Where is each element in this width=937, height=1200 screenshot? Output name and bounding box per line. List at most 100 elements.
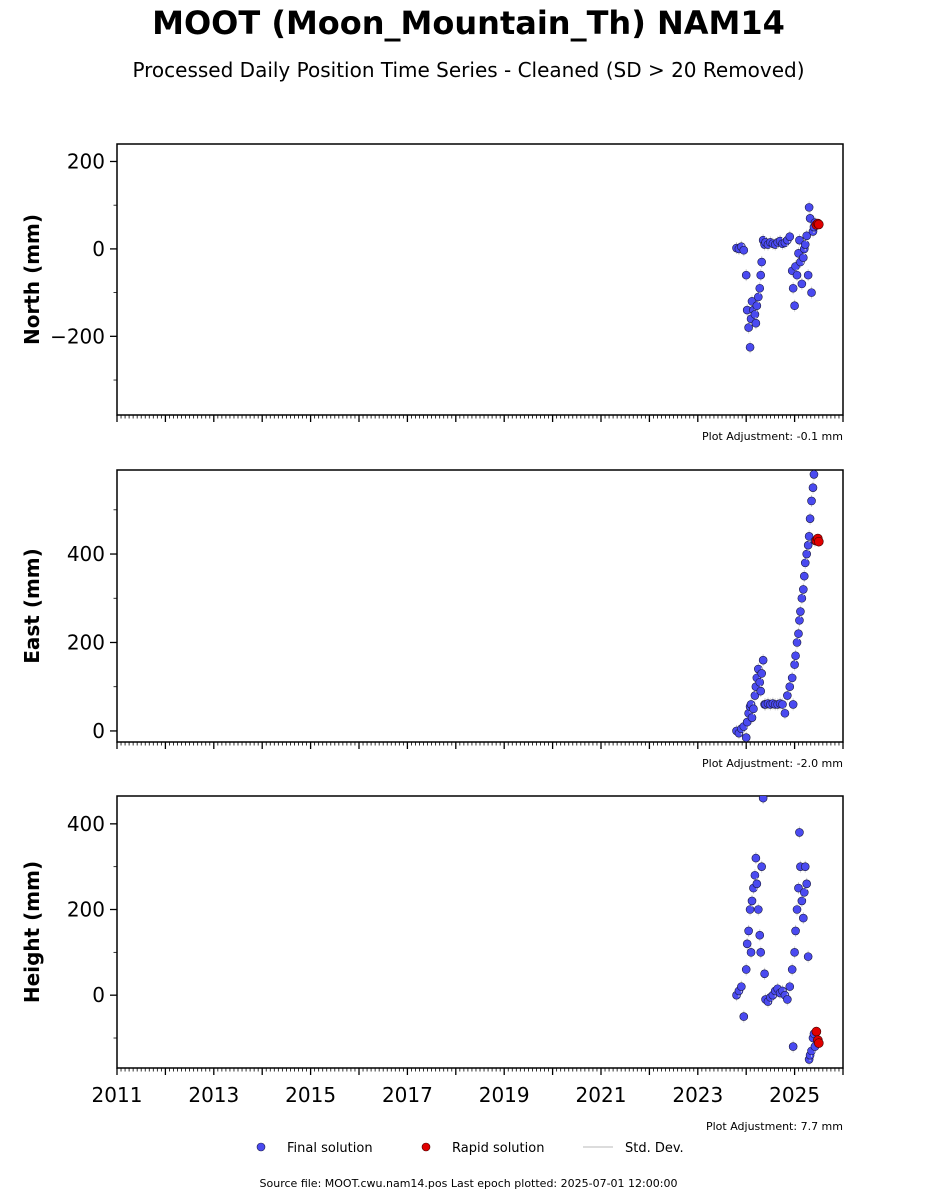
legend-label: Final solution (287, 1141, 373, 1156)
x-tick-label: 2021 (576, 1083, 627, 1107)
final-point (792, 905, 802, 914)
final-point (785, 682, 795, 692)
final-point (785, 232, 795, 241)
final-point (795, 828, 804, 837)
axes-frame (116, 795, 844, 1069)
final-point (803, 540, 813, 550)
final-point (800, 862, 810, 871)
final-point (741, 965, 751, 974)
final-point (741, 733, 751, 742)
x-tick-label: 2013 (188, 1083, 239, 1107)
chart-subtitle: Processed Daily Position Time Series - C… (132, 58, 805, 82)
final-point (794, 629, 803, 638)
final-point (756, 686, 766, 696)
rapid-point (813, 536, 824, 547)
x-tick-label: 2015 (285, 1083, 336, 1107)
legend: Final solution Rapid solution Std. Dev. (256, 1141, 684, 1156)
final-point (760, 969, 769, 979)
final-point (802, 879, 812, 889)
final-point (805, 514, 815, 523)
final-point (758, 655, 768, 665)
data-layer (732, 470, 824, 742)
final-point (803, 270, 813, 280)
plot-adjustment-label: Plot Adjustment: -2.0 mm (702, 757, 843, 770)
final-point (737, 982, 746, 991)
final-point (783, 691, 792, 700)
axes-frame (116, 143, 844, 416)
final-point (791, 926, 800, 936)
y-axis-label: North (mm) (20, 214, 44, 345)
source-footer: Source file: MOOT.cwu.nam14.pos Last epo… (259, 1177, 678, 1190)
final-point (739, 245, 749, 255)
final-point (750, 310, 760, 319)
final-point (799, 253, 808, 262)
y-tick-label: 0 (92, 237, 105, 261)
x-tick-label: 2019 (479, 1083, 530, 1107)
final-point (800, 240, 810, 249)
final-point (802, 549, 812, 559)
data-layer (732, 796, 824, 1066)
y-tick-label: 200 (67, 149, 105, 173)
final-point (790, 948, 799, 957)
final-point (790, 301, 799, 311)
y-tick-label: 0 (92, 983, 105, 1007)
final-point (780, 708, 790, 718)
final-point (788, 700, 798, 709)
final-point (741, 270, 751, 280)
final-point (792, 270, 802, 280)
final-point (755, 283, 765, 293)
final-point (795, 616, 804, 625)
final-point (758, 796, 768, 803)
y-tick-label: −200 (50, 324, 105, 348)
final-point (799, 585, 808, 594)
y-tick-label: 0 (92, 719, 105, 743)
final-point (747, 713, 757, 722)
final-point (783, 995, 792, 1004)
x-tick-label: 2025 (769, 1083, 820, 1107)
final-point (788, 283, 798, 293)
final-point (753, 292, 763, 302)
x-tick-label: 2011 (92, 1083, 143, 1107)
final-point (799, 913, 808, 923)
panel-3: 400 200 0 2011 2013 2015 2017 2019 2021 2023 2025 H… (20, 795, 844, 1133)
x-tick-label: 2017 (382, 1083, 433, 1107)
plot-adjustment-label: Plot Adjustment: 7.7 mm (706, 1120, 843, 1133)
legend-label: Rapid solution (452, 1141, 544, 1156)
final-point (794, 883, 803, 893)
y-tick-label: 400 (67, 812, 105, 836)
final-point (755, 677, 765, 687)
final-point (787, 965, 797, 974)
final-point (750, 691, 760, 700)
legend-rapid-marker (421, 1142, 431, 1152)
final-point (742, 939, 752, 949)
axes-frame (116, 469, 844, 743)
final-point (802, 231, 812, 241)
rapid-point (811, 1026, 822, 1037)
final-point (791, 651, 800, 661)
final-point (796, 607, 805, 616)
y-axis-label: East (mm) (20, 548, 44, 664)
y-tick-label: 200 (67, 898, 105, 922)
final-point (757, 862, 766, 871)
final-point (807, 496, 816, 506)
final-point (785, 982, 795, 991)
final-point (745, 342, 755, 352)
final-point (788, 1042, 798, 1051)
final-point (752, 879, 762, 889)
legend-final-marker (256, 1142, 266, 1152)
final-point (757, 669, 766, 678)
chart-title: MOOT (Moon_Mountain_Th) NAM14 (152, 4, 785, 42)
final-point (803, 952, 813, 961)
final-point (792, 638, 802, 647)
rapid-point (813, 1038, 824, 1048)
final-point (799, 571, 809, 581)
final-point (747, 896, 757, 906)
final-point (804, 203, 814, 212)
final-point (790, 660, 799, 669)
y-tick-label: 200 (67, 630, 105, 654)
final-point (778, 700, 787, 709)
final-point (797, 896, 807, 906)
final-point (757, 257, 766, 267)
final-point (795, 235, 804, 245)
